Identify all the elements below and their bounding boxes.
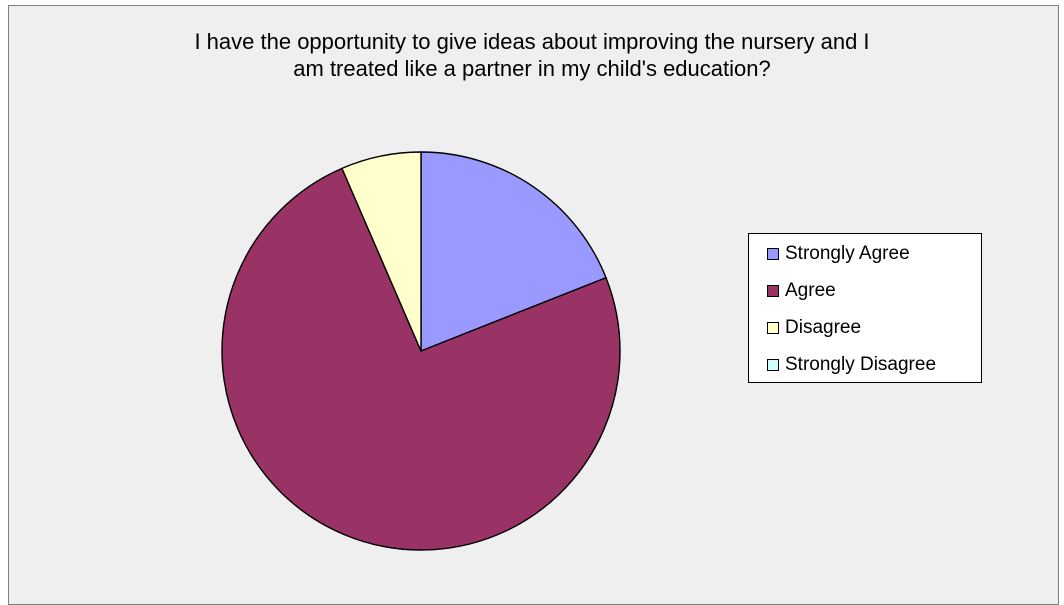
chart-title-line-2: am treated like a partner in my child's …: [293, 56, 771, 81]
chart-title: I have the opportunity to give ideas abo…: [0, 28, 1064, 82]
legend-swatch-strongly-agree: [767, 248, 779, 260]
legend: Strongly Agree Agree Disagree Strongly D…: [748, 233, 982, 383]
legend-swatch-strongly-disagree: [767, 359, 779, 371]
legend-label-strongly-agree: Strongly Agree: [785, 243, 910, 264]
legend-item-strongly-disagree: Strongly Disagree: [767, 353, 936, 377]
legend-label-strongly-disagree: Strongly Disagree: [785, 354, 937, 375]
legend-item-strongly-agree: Strongly Agree: [767, 242, 910, 266]
legend-swatch-disagree: [767, 322, 779, 334]
legend-label-disagree: Disagree: [785, 317, 862, 338]
pie-slice-agree: [221, 167, 621, 551]
pie-slice-disagree: [341, 151, 422, 352]
legend-label-agree: Agree: [785, 280, 836, 301]
legend-swatch-agree: [767, 285, 779, 297]
pie-slice-strongly-agree: [420, 151, 607, 352]
legend-item-agree: Agree: [767, 279, 836, 303]
legend-item-disagree: Disagree: [767, 316, 861, 340]
chart-title-line-1: I have the opportunity to give ideas abo…: [194, 29, 870, 54]
